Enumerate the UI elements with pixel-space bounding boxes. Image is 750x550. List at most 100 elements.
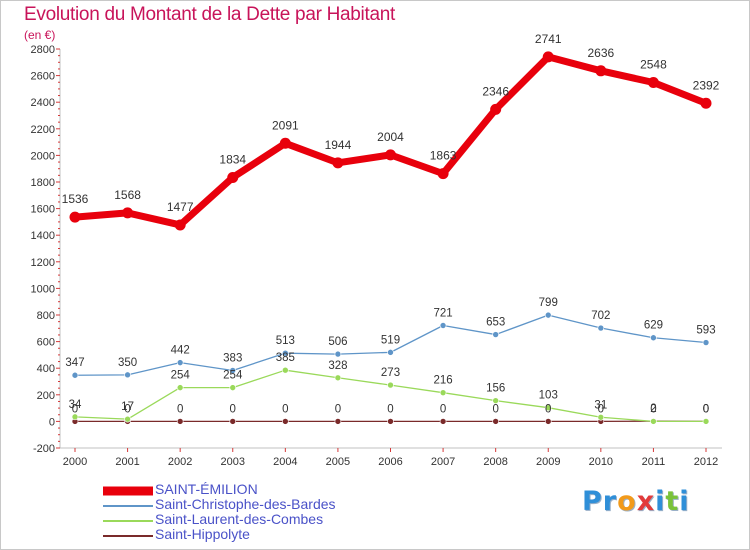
x-tick-label: 2006: [378, 456, 402, 468]
data-label: 0: [703, 403, 709, 415]
x-tick-label: 2010: [589, 456, 613, 468]
data-point: [385, 149, 396, 161]
data-label: 0: [387, 403, 393, 415]
data-point: [387, 381, 394, 389]
data-label: 519: [381, 334, 400, 346]
x-tick-label: 2000: [63, 456, 87, 468]
chart-title: Evolution du Montant de la Dette par Hab…: [24, 4, 395, 25]
data-point: [334, 418, 342, 425]
data-point: [700, 97, 712, 109]
data-label: 629: [644, 320, 663, 332]
data-point: [492, 331, 499, 338]
data-point: [282, 349, 289, 357]
data-point: [597, 413, 605, 421]
data-point: [71, 413, 79, 421]
x-tick-label: 2003: [221, 456, 245, 468]
data-label: 347: [65, 357, 84, 369]
data-point: [439, 322, 447, 329]
data-label: 0: [230, 403, 236, 415]
data-point: [124, 371, 131, 379]
data-label: 702: [591, 310, 610, 322]
data-label: 593: [696, 325, 715, 337]
data-label: 1944: [325, 138, 352, 152]
proxiti-logo: Proxiti: [582, 486, 690, 517]
data-label: 0: [492, 403, 498, 415]
data-point: [332, 157, 344, 169]
data-label: 156: [486, 383, 505, 395]
legend-item: SAINT-ÉMILION: [103, 481, 433, 499]
y-tick-label: 2200: [31, 124, 55, 136]
data-point: [176, 384, 184, 391]
data-point: [490, 103, 502, 115]
data-label: 17: [121, 401, 134, 413]
data-point: [229, 418, 237, 425]
data-label: 31: [594, 399, 607, 411]
data-label: 442: [171, 345, 190, 357]
y-tick-label: 600: [37, 337, 55, 349]
data-label: 506: [328, 336, 347, 348]
data-label: 216: [433, 375, 452, 387]
data-point: [439, 389, 447, 396]
x-tick-label: 2005: [326, 456, 350, 468]
x-tick-label: 2004: [273, 456, 297, 468]
legend-label: Saint-Laurent-des-Combes: [155, 511, 324, 527]
data-point: [492, 397, 499, 404]
x-tick-label: 2007: [431, 456, 455, 468]
legend-label: Saint-Hippolyte: [155, 526, 250, 542]
y-tick-label: 0: [49, 416, 55, 428]
plot-area: [60, 49, 722, 448]
data-point: [544, 311, 552, 319]
x-tick-label: 2009: [536, 456, 560, 468]
data-label: 383: [223, 352, 242, 364]
data-point: [650, 418, 657, 425]
data-label: 2004: [377, 130, 404, 144]
data-label: 0: [177, 403, 183, 415]
y-tick-label: 1200: [31, 257, 55, 269]
y-tick-label: 2400: [31, 97, 55, 109]
y-tick-label: 1800: [31, 177, 55, 189]
data-point: [334, 374, 342, 382]
data-point: [69, 211, 81, 223]
data-label: 2392: [693, 78, 720, 92]
data-label: 0: [598, 403, 604, 415]
chart-axes: -200020040060080010001200140016001800200…: [31, 44, 722, 468]
data-label: 103: [539, 390, 558, 402]
data-point: [71, 371, 79, 379]
legend-swatch: [103, 535, 153, 537]
y-tick-label: 2800: [31, 44, 55, 56]
data-point: [229, 384, 237, 391]
data-point: [702, 339, 710, 346]
data-label: 34: [69, 399, 82, 411]
data-label: 2: [650, 403, 656, 415]
data-point: [544, 404, 552, 412]
data-label: 1477: [167, 200, 194, 214]
y-tick-label: 2000: [31, 150, 55, 162]
x-tick-label: 2001: [115, 456, 139, 468]
data-point: [122, 207, 134, 219]
chart-subtitle: (en €): [24, 28, 56, 42]
y-tick-label: 200: [37, 390, 55, 402]
data-point: [650, 334, 657, 342]
data-point: [387, 418, 394, 425]
y-tick-label: 1600: [31, 204, 55, 216]
data-point: [597, 324, 605, 332]
data-label: 2741: [535, 32, 562, 46]
data-label: 254: [171, 370, 191, 382]
legend-item: Saint-Laurent-des-Combes: [103, 511, 433, 529]
y-tick-label: 800: [37, 310, 55, 322]
data-label: 1863: [430, 149, 457, 163]
x-tick-label: 2008: [483, 456, 507, 468]
data-label: 799: [539, 297, 558, 309]
data-point: [387, 349, 394, 356]
data-label: 0: [335, 403, 341, 415]
legend-item: Saint-Hippolyte: [103, 526, 433, 544]
data-label: 2346: [482, 84, 509, 98]
x-tick-label: 2011: [642, 456, 666, 468]
data-point: [595, 65, 607, 77]
y-tick-label: 2600: [31, 71, 55, 83]
y-tick-label: 1000: [31, 283, 55, 295]
data-point: [176, 359, 184, 366]
y-tick-label: 1400: [31, 230, 55, 242]
data-point: [174, 219, 186, 231]
